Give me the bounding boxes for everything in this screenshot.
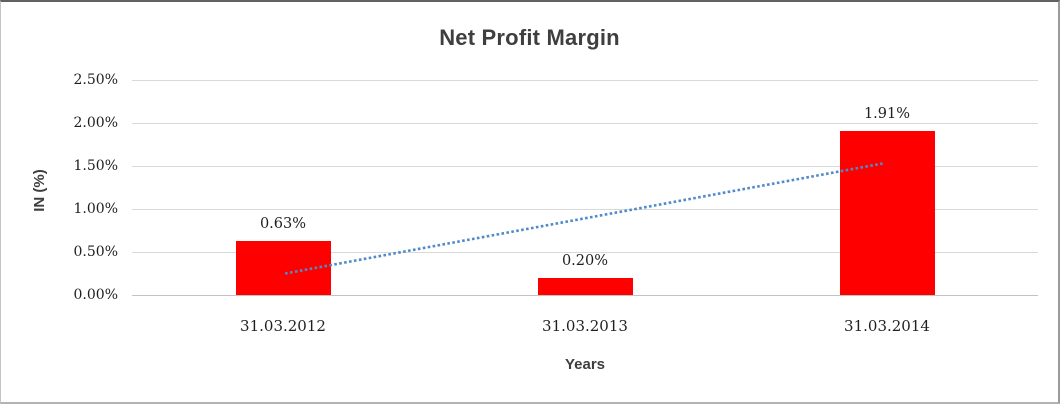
gridline — [132, 166, 1038, 167]
y-tick-label: 0.00% — [73, 287, 118, 303]
bar-data-label: 0.63% — [259, 215, 307, 232]
bar-data-label: 1.91% — [863, 105, 911, 122]
x-tick-label: 31.03.2013 — [542, 317, 628, 335]
bar-data-label: 0.20% — [561, 252, 609, 269]
x-axis-title: Years — [564, 356, 606, 373]
trendline — [284, 162, 884, 275]
y-tick-label: 1.50% — [73, 158, 118, 174]
x-axis-line — [132, 295, 1038, 296]
x-tick-label: 31.03.2014 — [844, 317, 930, 335]
y-tick-label: 0.50% — [73, 244, 118, 260]
gridline — [132, 80, 1038, 81]
y-axis-title: IN (%) — [25, 120, 53, 260]
gridline — [132, 123, 1038, 124]
x-tick-label: 31.03.2012 — [240, 317, 326, 335]
y-tick-label: 1.00% — [73, 201, 118, 217]
y-tick-label: 2.00% — [73, 115, 118, 131]
bar-31.03.2013 — [537, 277, 633, 295]
chart-title: Net Profit Margin — [439, 25, 620, 50]
gridline — [132, 209, 1038, 210]
bar-31.03.2014 — [839, 130, 935, 295]
y-tick-label: 2.50% — [73, 72, 118, 88]
plot-area: 0.63% 0.20% 1.91% — [132, 80, 1038, 296]
gridline — [132, 252, 1038, 253]
